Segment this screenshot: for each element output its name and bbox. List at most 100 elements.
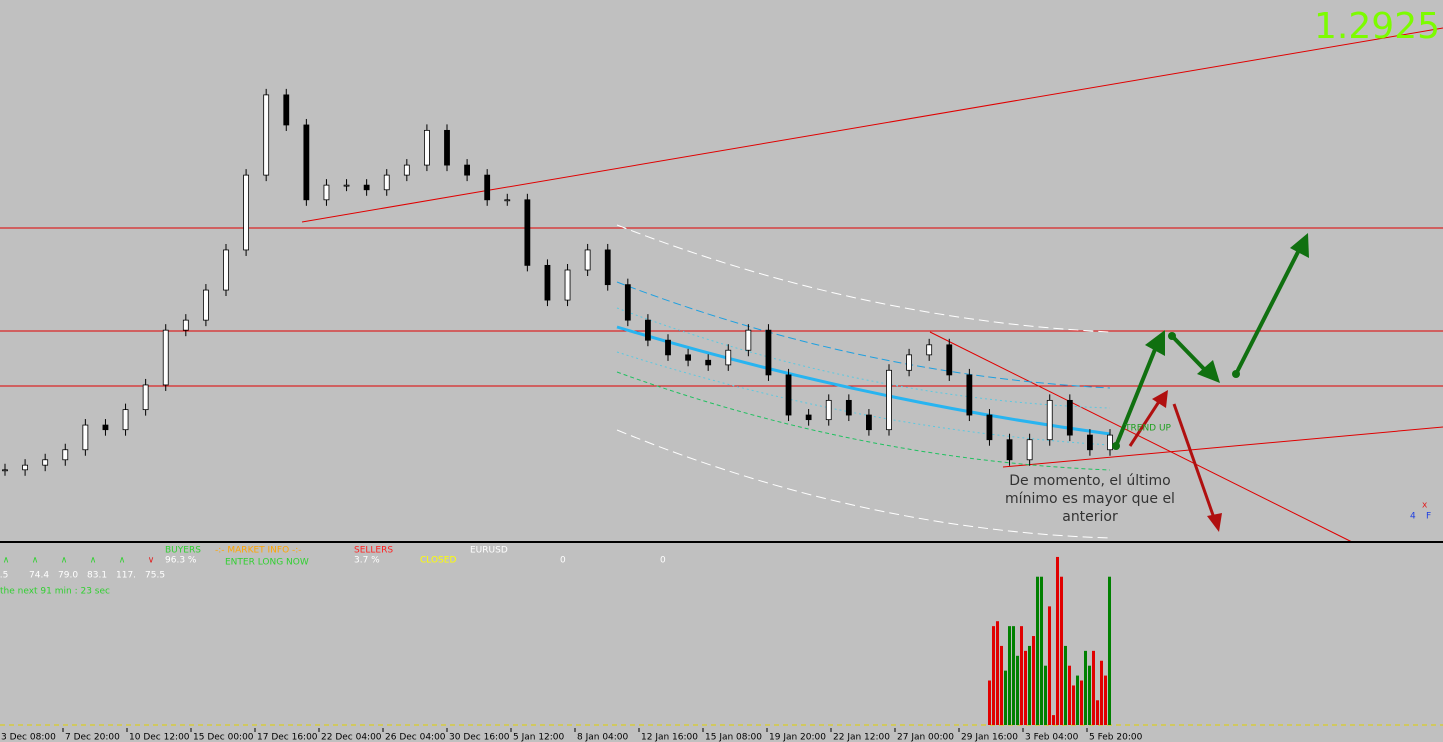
volume-bar xyxy=(1088,665,1091,725)
channel-band xyxy=(616,371,1111,471)
volume-bar xyxy=(1056,556,1059,725)
volume-bar xyxy=(1092,650,1095,725)
strength-arrow: ∧ xyxy=(32,556,39,566)
market-info: -:- MARKET INFO -:- xyxy=(215,546,302,556)
candle-body xyxy=(62,449,69,461)
signal: ENTER LONG NOW xyxy=(225,558,309,568)
volume-bar xyxy=(1008,626,1011,725)
candle-body xyxy=(745,329,752,351)
candle-body xyxy=(484,174,491,201)
buyers-label: BUYERS xyxy=(165,546,201,556)
candle-body xyxy=(966,374,973,416)
candle-body xyxy=(645,319,651,341)
price-lines xyxy=(0,27,1443,543)
candle-body xyxy=(805,414,812,421)
candle-body xyxy=(946,344,953,376)
candle-body xyxy=(845,399,852,416)
candle-body xyxy=(1046,399,1053,441)
x-axis: 3 Dec 08:00 7 Dec 20:00 10 Dec 12:00 15 Dec… xyxy=(1,728,1143,742)
volume-bar xyxy=(1060,576,1063,725)
candle-body xyxy=(323,184,330,201)
candle-body xyxy=(424,129,430,166)
candle-body xyxy=(785,374,792,416)
volume-bar xyxy=(1044,665,1047,725)
candle-body xyxy=(725,349,732,366)
x-tick-label: 3 Feb 04:00 xyxy=(1025,733,1079,742)
volume-bar xyxy=(1012,626,1015,725)
candle-body xyxy=(1026,439,1033,461)
logo: 4 x F xyxy=(1410,501,1431,522)
candle-body xyxy=(464,164,470,176)
strength-arrow: ∧ xyxy=(61,556,68,566)
sellers-label: SELLERS xyxy=(354,546,393,556)
arrowhead xyxy=(1290,233,1309,258)
candle-body xyxy=(906,354,912,371)
candle-body xyxy=(303,124,310,201)
candle-body xyxy=(1006,439,1013,461)
strength-arrow: ∧ xyxy=(90,556,97,566)
x-tick-label: 5 Feb 20:00 xyxy=(1089,733,1143,742)
strength-value: 74.4 xyxy=(29,571,49,581)
channel-band xyxy=(616,224,1111,333)
timer: the next 91 min : 23 sec xyxy=(0,587,110,597)
x-tick-label: 17 Dec 16:00 xyxy=(257,733,318,742)
candle-body xyxy=(765,329,772,376)
candle-body xyxy=(203,289,209,321)
candle-body xyxy=(604,249,611,286)
trend-line xyxy=(1002,426,1443,468)
candle-body xyxy=(102,424,109,431)
volume-bar xyxy=(988,680,991,725)
arrowhead xyxy=(1152,390,1168,408)
strength-value: 117. xyxy=(116,571,136,581)
x-tick-label: 19 Jan 20:00 xyxy=(769,733,826,742)
buyers-pct: 96.3 % xyxy=(165,556,197,566)
volume-bar xyxy=(1020,626,1023,725)
volume-bar xyxy=(1028,645,1031,725)
strength-arrow: ∧ xyxy=(119,556,126,566)
annotation-box: De momento, el último mínimo es mayor qu… xyxy=(1005,473,1175,525)
volume-bar xyxy=(1100,660,1103,725)
channel-band xyxy=(616,307,1111,409)
strength-value: 79.0 xyxy=(58,571,78,581)
x-tick-label: 8 Jan 04:00 xyxy=(577,733,629,742)
volume-bar xyxy=(1064,645,1067,725)
volume-bars xyxy=(988,556,1111,725)
candle-body xyxy=(444,129,450,166)
candle-body xyxy=(283,94,290,126)
volume-bar xyxy=(1084,650,1087,725)
candle-body xyxy=(926,344,933,356)
x-tick-label: 22 Dec 04:00 xyxy=(321,733,382,742)
volume-bar xyxy=(1068,665,1071,725)
counter: 0 xyxy=(560,556,566,566)
arrow-dot xyxy=(1168,332,1176,340)
x-tick-label: 10 Dec 12:00 xyxy=(129,733,190,742)
status: CLOSED xyxy=(420,556,456,566)
strength-value: 75.5 xyxy=(145,571,165,581)
x-tick-label: 7 Dec 20:00 xyxy=(65,733,120,742)
arrowhead xyxy=(1145,330,1165,356)
arrow xyxy=(1170,334,1207,372)
candle-body xyxy=(403,164,410,176)
candle-body xyxy=(564,269,571,301)
x-tick-label: 27 Jan 00:00 xyxy=(897,733,954,742)
candle-body xyxy=(42,459,49,466)
forecast-arrows xyxy=(1112,233,1309,532)
arrow xyxy=(1234,247,1302,375)
sellers-pct: 3.7 % xyxy=(354,556,380,566)
candle-body xyxy=(1107,434,1113,451)
volume-bar xyxy=(1024,650,1027,725)
volume-bar xyxy=(1076,675,1079,725)
candle-body xyxy=(182,319,189,331)
arrowhead xyxy=(1207,513,1222,532)
candle-body xyxy=(363,184,370,191)
volume-bar xyxy=(1108,576,1111,725)
volume-bar xyxy=(996,621,999,725)
arrow xyxy=(1172,403,1216,519)
candle-body xyxy=(705,359,712,366)
x-tick-label: 29 Jan 16:00 xyxy=(961,733,1018,742)
candle-body xyxy=(2,469,8,472)
logo-mark: F xyxy=(1426,512,1431,522)
candle-body xyxy=(504,199,511,202)
strength-value: 83.1 xyxy=(87,571,107,581)
x-tick-label: 15 Dec 00:00 xyxy=(193,733,254,742)
